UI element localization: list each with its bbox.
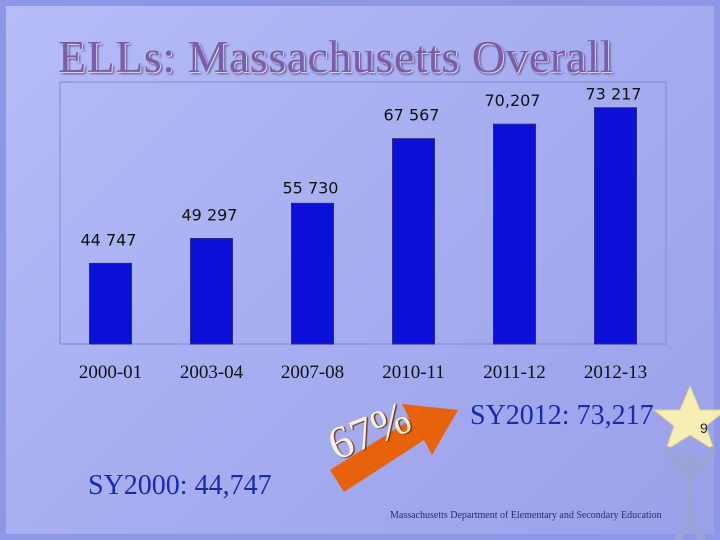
bars-group xyxy=(89,107,637,345)
category-label-2011-12: 2011-12 xyxy=(483,362,546,383)
category-label-2010-11: 2010-11 xyxy=(382,362,445,383)
value-label-2003-04: 49 297 xyxy=(182,206,238,225)
page-number: 9 xyxy=(700,420,708,436)
growth-arrow-icon xyxy=(330,404,458,492)
value-label-2010-11: 67 567 xyxy=(384,106,440,125)
category-labels-group: 2000-01 2003-04 2007-08 2010-11 2011-12 2012-… xyxy=(79,362,647,383)
bar-2010-11 xyxy=(392,138,435,345)
bar-2012-13 xyxy=(594,107,637,345)
value-label-2011-12: 70,207 xyxy=(485,91,541,110)
plot-area xyxy=(59,81,667,345)
bar-2007-08 xyxy=(291,202,334,345)
category-label-2012-13: 2012-13 xyxy=(584,362,647,383)
value-label-2012-13: 73 217 xyxy=(586,85,642,104)
bar-2000-01 xyxy=(89,262,132,345)
category-label-2003-04: 2003-04 xyxy=(180,362,244,383)
sy2012-label: SY2012: 73,217 xyxy=(470,400,654,431)
slide-title: ELLs: Massachusetts Overall xyxy=(58,31,614,82)
value-labels-group: 44 747 49 297 55 730 67 567 70,207 73 217 xyxy=(81,85,642,250)
value-label-2000-01: 44 747 xyxy=(81,230,137,249)
footer-text: Massachusetts Department of Elementary a… xyxy=(390,510,662,521)
value-label-2007-08: 55 730 xyxy=(283,178,339,197)
category-label-2007-08: 2007-08 xyxy=(281,362,344,383)
sy2000-label: SY2000: 44,747 xyxy=(88,470,272,501)
category-label-2000-01: 2000-01 xyxy=(79,362,142,383)
star-person-icon xyxy=(652,384,720,540)
bar-2003-04 xyxy=(190,238,233,345)
bar-2011-12 xyxy=(493,123,536,345)
